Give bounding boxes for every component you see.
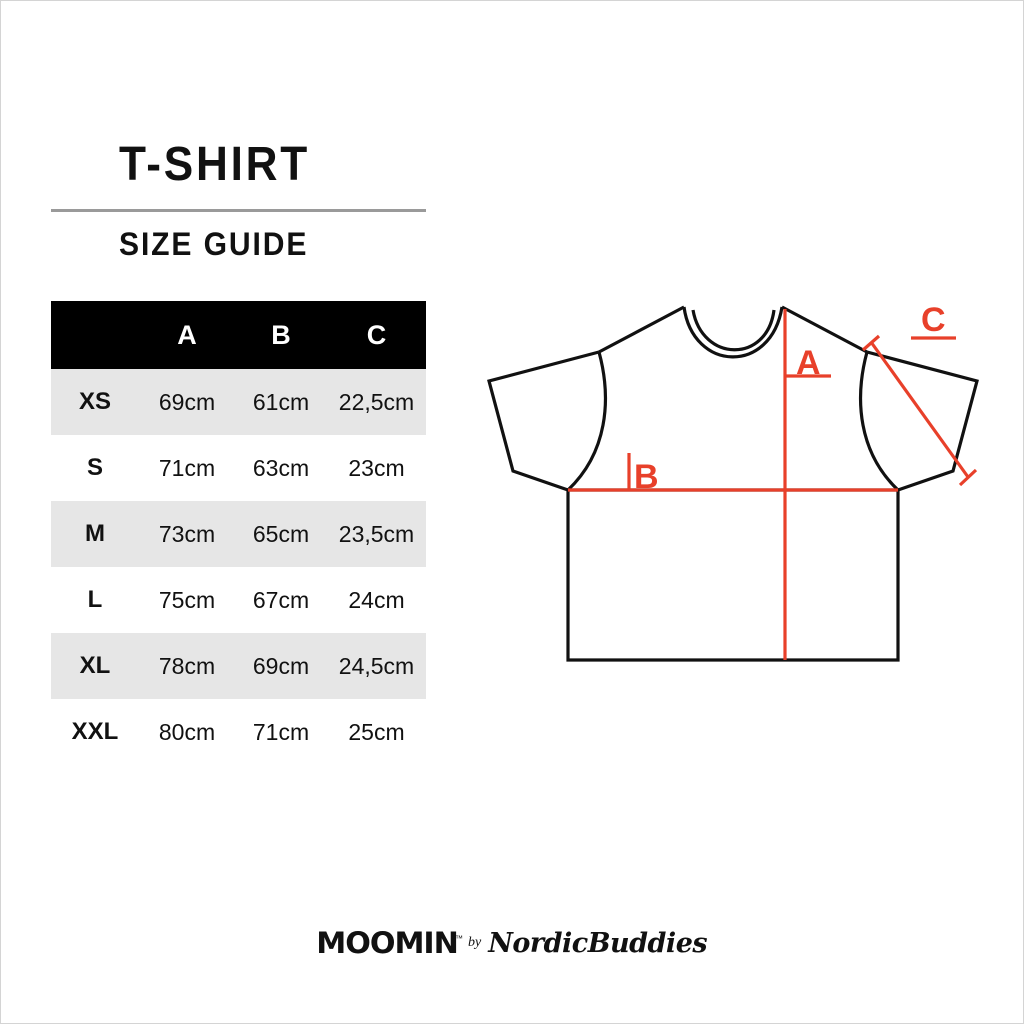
cell-c: 24,5cm — [338, 652, 415, 679]
brand-nordic-buddies: NordicBuddies — [488, 927, 708, 959]
cell-a: 75cm — [158, 586, 216, 613]
logo-connector: by — [468, 935, 482, 950]
cell-a: 73cm — [158, 520, 216, 547]
table-body: XS 69cm 61cm 22,5cm S 71cm 63cm 23cm M 7… — [51, 369, 426, 765]
cell-size: XL — [79, 652, 111, 679]
measure-tick-c-end — [958, 468, 978, 487]
tshirt-diagram: A B C — [471, 276, 1011, 696]
column-header-b: B — [271, 319, 291, 350]
column-header-size — [51, 301, 139, 369]
cell-b: 61cm — [252, 388, 310, 415]
cell-a: 71cm — [158, 454, 216, 481]
tshirt-outline-icon — [487, 305, 979, 662]
cell-a: 80cm — [158, 718, 216, 745]
cell-b: 67cm — [252, 586, 310, 613]
page-subtitle: SIZE GUIDE — [119, 226, 309, 262]
cell-b: 63cm — [252, 454, 310, 481]
size-table: A B C XS 69cm 61cm 22,5cm S 71cm 63cm 23… — [51, 301, 426, 765]
cell-a: 78cm — [158, 652, 216, 679]
cell-size: XXL — [71, 718, 119, 745]
table-header-row: A B C — [51, 301, 426, 369]
measure-label-a: A — [796, 344, 821, 382]
table-row: XS 69cm 61cm 22,5cm — [51, 369, 426, 435]
cell-c: 23cm — [348, 454, 405, 481]
cell-c: 25cm — [348, 718, 405, 745]
trademark-symbol: ™ — [455, 933, 464, 943]
measure-label-b: B — [634, 458, 659, 496]
page-title: T-SHIRT — [119, 138, 311, 191]
table-row: S 71cm 63cm 23cm — [51, 435, 426, 501]
cell-b: 69cm — [252, 652, 310, 679]
cell-c: 23,5cm — [338, 520, 415, 547]
brand-moomin: MOOMIN — [316, 926, 459, 960]
measure-tick-c-start — [861, 334, 881, 352]
table-row: XL 78cm 69cm 24,5cm — [51, 633, 426, 699]
table-row: XXL 80cm 71cm 25cm — [51, 699, 426, 765]
title-divider — [51, 209, 426, 212]
cell-size: M — [85, 520, 105, 547]
table-header: A B C — [51, 301, 426, 369]
footer-logo: MOOMIN™ by NordicBuddies — [1, 926, 1024, 960]
cell-size: XS — [78, 388, 111, 415]
column-header-c: C — [366, 319, 387, 350]
column-header-a: A — [177, 319, 197, 350]
measure-line-c — [869, 341, 970, 478]
header-block: T-SHIRT SIZE GUIDE — [51, 141, 426, 263]
measurement-annotations — [568, 309, 978, 660]
cell-size: S — [86, 454, 103, 481]
cell-b: 71cm — [252, 718, 310, 745]
table-row: M 73cm 65cm 23,5cm — [51, 501, 426, 567]
cell-size: L — [87, 586, 103, 613]
cell-b: 65cm — [252, 520, 310, 547]
table-row: L 75cm 67cm 24cm — [51, 567, 426, 633]
cell-c: 24cm — [348, 586, 405, 613]
cell-a: 69cm — [158, 388, 216, 415]
measure-label-c: C — [921, 301, 946, 339]
cell-c: 22,5cm — [338, 388, 415, 415]
